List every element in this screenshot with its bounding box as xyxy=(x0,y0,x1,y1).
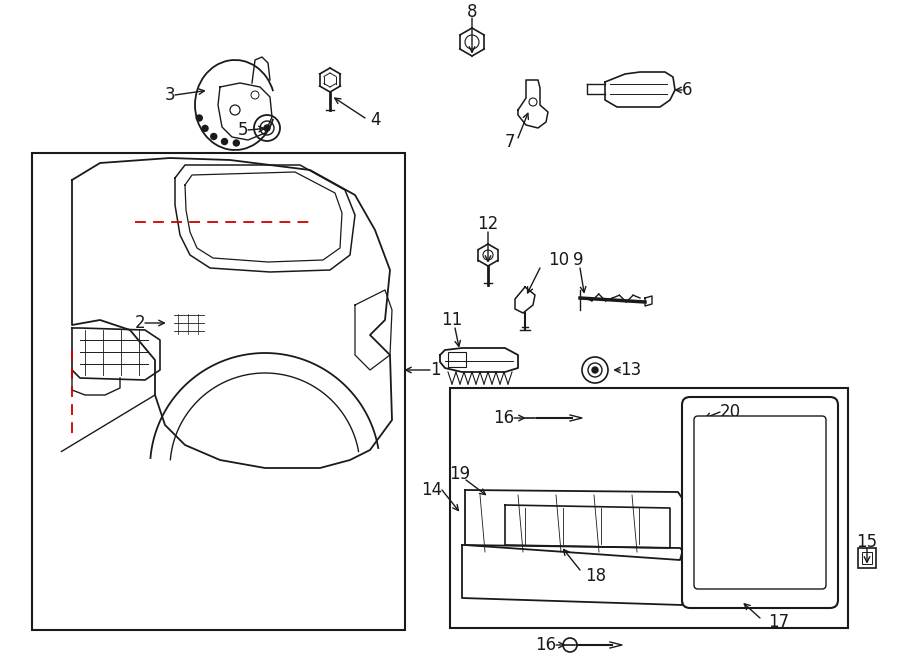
FancyBboxPatch shape xyxy=(682,397,838,608)
Text: 16: 16 xyxy=(493,409,514,427)
Text: 3: 3 xyxy=(165,86,175,104)
Text: 5: 5 xyxy=(238,121,248,139)
Circle shape xyxy=(196,115,202,121)
Bar xyxy=(448,352,466,367)
Text: 14: 14 xyxy=(421,481,442,499)
Bar xyxy=(300,344,365,378)
Circle shape xyxy=(186,317,190,319)
Text: 8: 8 xyxy=(467,3,477,21)
Text: 18: 18 xyxy=(585,567,606,585)
Text: 16: 16 xyxy=(535,636,556,654)
Text: 7: 7 xyxy=(505,133,515,151)
Text: 19: 19 xyxy=(449,465,471,483)
Circle shape xyxy=(202,126,208,132)
Ellipse shape xyxy=(290,346,330,374)
Circle shape xyxy=(264,125,270,131)
Text: 10: 10 xyxy=(548,251,569,269)
Bar xyxy=(695,415,717,435)
Text: 1: 1 xyxy=(430,361,441,379)
Circle shape xyxy=(211,134,217,139)
Text: 13: 13 xyxy=(620,361,641,379)
Bar xyxy=(295,340,370,382)
Circle shape xyxy=(233,140,239,146)
Text: 11: 11 xyxy=(441,311,463,329)
Bar xyxy=(170,310,208,338)
Circle shape xyxy=(176,329,179,332)
Circle shape xyxy=(186,329,190,332)
Text: 12: 12 xyxy=(477,215,499,233)
Circle shape xyxy=(176,317,179,319)
Bar xyxy=(862,552,872,564)
Text: 4: 4 xyxy=(370,111,381,129)
Circle shape xyxy=(592,367,598,373)
Text: 17: 17 xyxy=(768,613,789,631)
Text: 15: 15 xyxy=(857,533,878,551)
Text: 6: 6 xyxy=(682,81,692,99)
Bar xyxy=(32,153,405,630)
Text: 2: 2 xyxy=(134,314,145,332)
Bar xyxy=(699,419,713,431)
Text: 9: 9 xyxy=(572,251,583,269)
Bar xyxy=(450,388,848,628)
Circle shape xyxy=(221,139,228,145)
Circle shape xyxy=(196,317,200,319)
FancyBboxPatch shape xyxy=(694,416,826,589)
Circle shape xyxy=(196,329,200,332)
Text: 20: 20 xyxy=(720,403,741,421)
Bar xyxy=(858,548,876,568)
